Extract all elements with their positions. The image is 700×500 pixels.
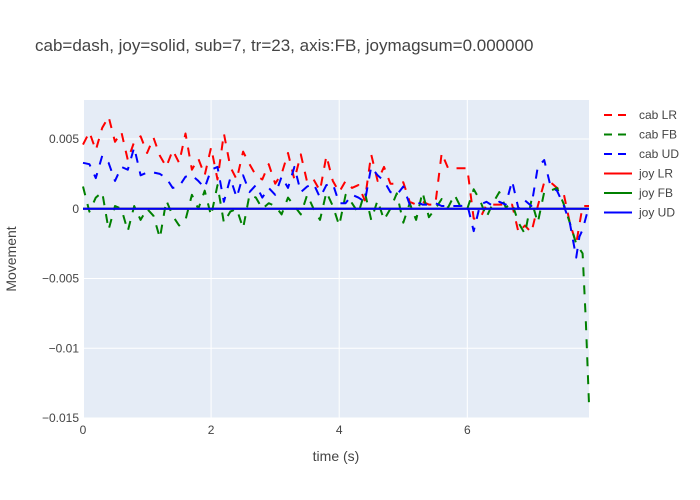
series-cab-lr (82, 115, 589, 245)
series-layer (82, 115, 590, 405)
chart-title: cab=dash, joy=solid, sub=7, tr=23, axis:… (35, 36, 534, 55)
y-axis-title: Movement (3, 226, 19, 291)
x-tick-label: 4 (336, 423, 343, 437)
legend-label-joy-ud: joy UD (638, 206, 675, 220)
series-cab-ud (82, 146, 590, 259)
legend-label-joy-lr: joy LR (638, 167, 673, 181)
y-tick-label: −0.015 (42, 411, 79, 425)
x-tick-label: 6 (464, 423, 471, 437)
y-tick-label: −0.005 (42, 272, 79, 286)
x-tick-label: 2 (208, 423, 215, 437)
x-tick-label: 0 (80, 423, 87, 437)
legend-label-cab-fb: cab FB (639, 128, 677, 142)
y-tick-label: −0.01 (49, 341, 80, 355)
legend-label-joy-fb: joy FB (638, 186, 673, 200)
y-tick-label: 0.005 (49, 132, 79, 146)
series-cab-fb (82, 184, 590, 405)
x-axis-title: time (s) (313, 448, 360, 464)
plot-area (83, 100, 589, 418)
y-tick-label: 0 (72, 202, 79, 216)
legend-label-cab-ud: cab UD (639, 147, 679, 161)
legend: cab LR cab FB cab UD joy LR joy FB joy UD (604, 108, 679, 220)
legend-label-cab-lr: cab LR (639, 108, 677, 122)
